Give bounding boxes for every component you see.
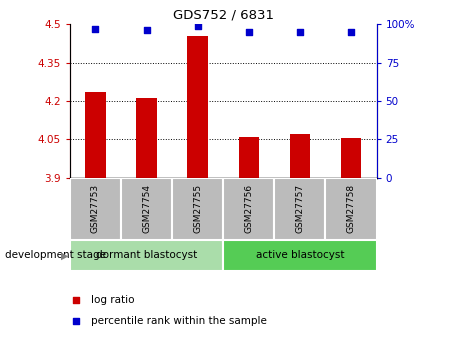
Text: development stage: development stage [5,250,106,260]
Point [143,28,150,33]
Text: active blastocyst: active blastocyst [256,250,344,260]
Text: GSM27755: GSM27755 [193,184,202,233]
Title: GDS752 / 6831: GDS752 / 6831 [173,9,274,22]
Bar [341,138,361,178]
Bar [172,178,223,240]
Bar [326,178,377,240]
Point [296,29,304,34]
Text: GSM27757: GSM27757 [295,184,304,233]
Text: log ratio: log ratio [92,295,135,305]
Point [245,29,253,34]
Point [73,318,80,324]
Bar [188,36,208,178]
Bar [223,240,377,271]
Text: percentile rank within the sample: percentile rank within the sample [92,316,267,326]
Text: dormant blastocyst: dormant blastocyst [96,250,197,260]
Text: ▶: ▶ [61,250,69,260]
Point [92,26,99,31]
Bar [239,137,259,178]
Text: GSM27758: GSM27758 [346,184,355,233]
Bar [70,178,121,240]
Bar [70,240,223,271]
Point [73,297,80,303]
Text: GSM27756: GSM27756 [244,184,253,233]
Point [194,23,201,28]
Text: GSM27753: GSM27753 [91,184,100,233]
Bar [223,178,274,240]
Bar [85,92,106,178]
Point [347,29,354,34]
Bar [274,178,326,240]
Bar [121,178,172,240]
Bar [136,98,157,178]
Bar [290,134,310,178]
Text: GSM27754: GSM27754 [142,184,151,233]
